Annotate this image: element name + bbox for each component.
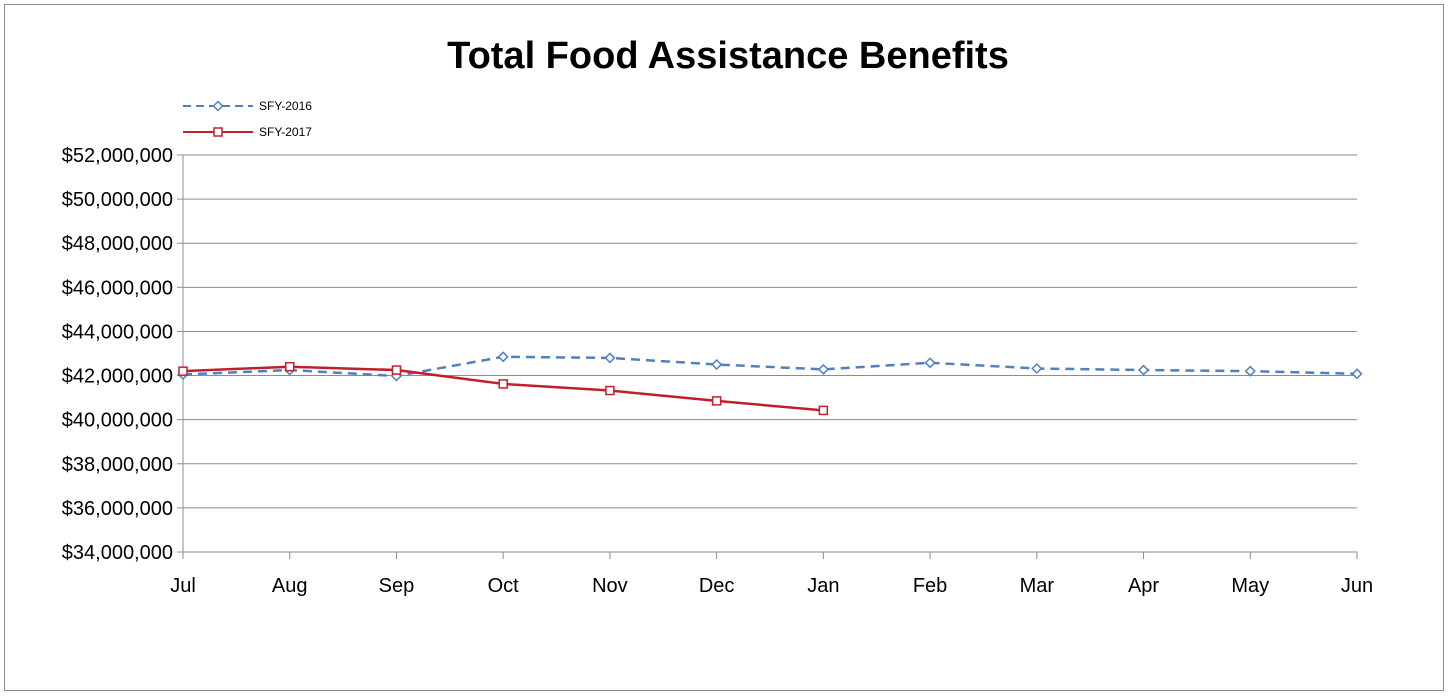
series-sfy-2016 — [177, 351, 1363, 382]
x-tick-label: Aug — [272, 575, 308, 597]
data-point — [498, 379, 508, 389]
legend-label: SFY-2016 — [259, 99, 312, 113]
legend-item: SFY-2016 — [183, 99, 312, 113]
y-tick-label: $46,000,000 — [62, 277, 173, 299]
x-tick-label: Apr — [1128, 575, 1159, 597]
series-group — [177, 351, 1363, 416]
legend-item: SFY-2017 — [183, 125, 312, 139]
data-point — [924, 357, 936, 369]
series-line — [182, 355, 1358, 378]
data-point — [1244, 365, 1256, 377]
y-tick-label: $52,000,000 — [62, 145, 173, 167]
legend-marker — [212, 100, 224, 112]
x-tick-label: Mar — [1020, 575, 1055, 597]
x-tick-label: Nov — [592, 575, 628, 597]
x-tick-label: Sep — [379, 575, 415, 597]
legend-marker — [213, 127, 223, 137]
y-tick-label: $42,000,000 — [62, 366, 173, 388]
data-point — [1137, 364, 1150, 376]
axes — [182, 155, 1357, 553]
x-tick-label: May — [1231, 575, 1269, 597]
chart-frame — [4, 4, 1444, 691]
x-tick-label: Feb — [913, 575, 947, 597]
data-point — [1351, 368, 1363, 380]
y-axis-ticks: $34,000,000 $36,000,000 $38,000,000 $40,000… — [62, 145, 183, 564]
y-tick-label: $38,000,000 — [62, 454, 173, 476]
x-tick-label: Jun — [1341, 575, 1373, 597]
data-point — [817, 363, 829, 375]
y-tick-label: $44,000,000 — [62, 321, 173, 343]
legend-label: SFY-2017 — [259, 125, 312, 139]
data-point — [711, 396, 722, 406]
y-tick-label: $48,000,000 — [62, 233, 173, 255]
y-tick-label: $40,000,000 — [62, 410, 173, 432]
x-tick-label: Oct — [488, 575, 520, 597]
x-axis-ticks: Jul Aug Sep Oct Nov Dec Jan Feb Mar Apr May Jun — [170, 552, 1373, 597]
data-point — [284, 361, 295, 372]
chart-title: Total Food Assistance Benefits — [447, 35, 1009, 77]
x-tick-label: Jan — [807, 575, 839, 597]
data-point — [605, 385, 615, 396]
data-point — [391, 365, 402, 375]
y-tick-label: $34,000,000 — [62, 542, 173, 564]
y-tick-label: $36,000,000 — [62, 498, 173, 520]
gridlines — [183, 154, 1357, 509]
data-point — [818, 405, 829, 416]
data-point — [497, 351, 509, 363]
data-point — [178, 366, 188, 376]
legend: SFY-2016 SFY-2017 — [183, 99, 312, 139]
x-tick-label: Jul — [170, 575, 196, 597]
data-point — [711, 358, 723, 371]
series-sfy-2017 — [178, 361, 829, 416]
x-tick-label: Dec — [699, 575, 735, 597]
y-tick-label: $50,000,000 — [62, 189, 173, 211]
data-point — [604, 352, 616, 364]
data-point — [1031, 362, 1043, 375]
